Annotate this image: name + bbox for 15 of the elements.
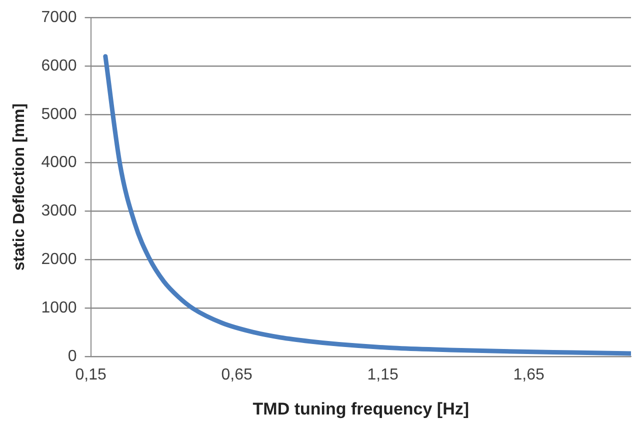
y-tick-label: 6000 (41, 57, 77, 74)
y-tick-label: 1000 (41, 299, 77, 316)
y-tick-label: 0 (68, 348, 77, 365)
y-tick-label: 3000 (41, 202, 77, 220)
y-tick-label: 5000 (41, 106, 77, 123)
line-series (103, 54, 631, 356)
x-tick-label: 0,65 (221, 366, 252, 384)
y-axis-title: static Deflection [mm] (11, 103, 28, 271)
y-tick-label: 7000 (41, 9, 77, 26)
x-tick-label: 1,15 (367, 366, 398, 384)
x-axis-title: TMD tuning frequency [Hz] (252, 399, 470, 418)
y-tick-label: 4000 (41, 154, 77, 172)
x-tick-label: 1,65 (513, 366, 544, 384)
y-tick-label: 2000 (41, 251, 77, 268)
x-tick-label: 0,15 (75, 366, 106, 384)
